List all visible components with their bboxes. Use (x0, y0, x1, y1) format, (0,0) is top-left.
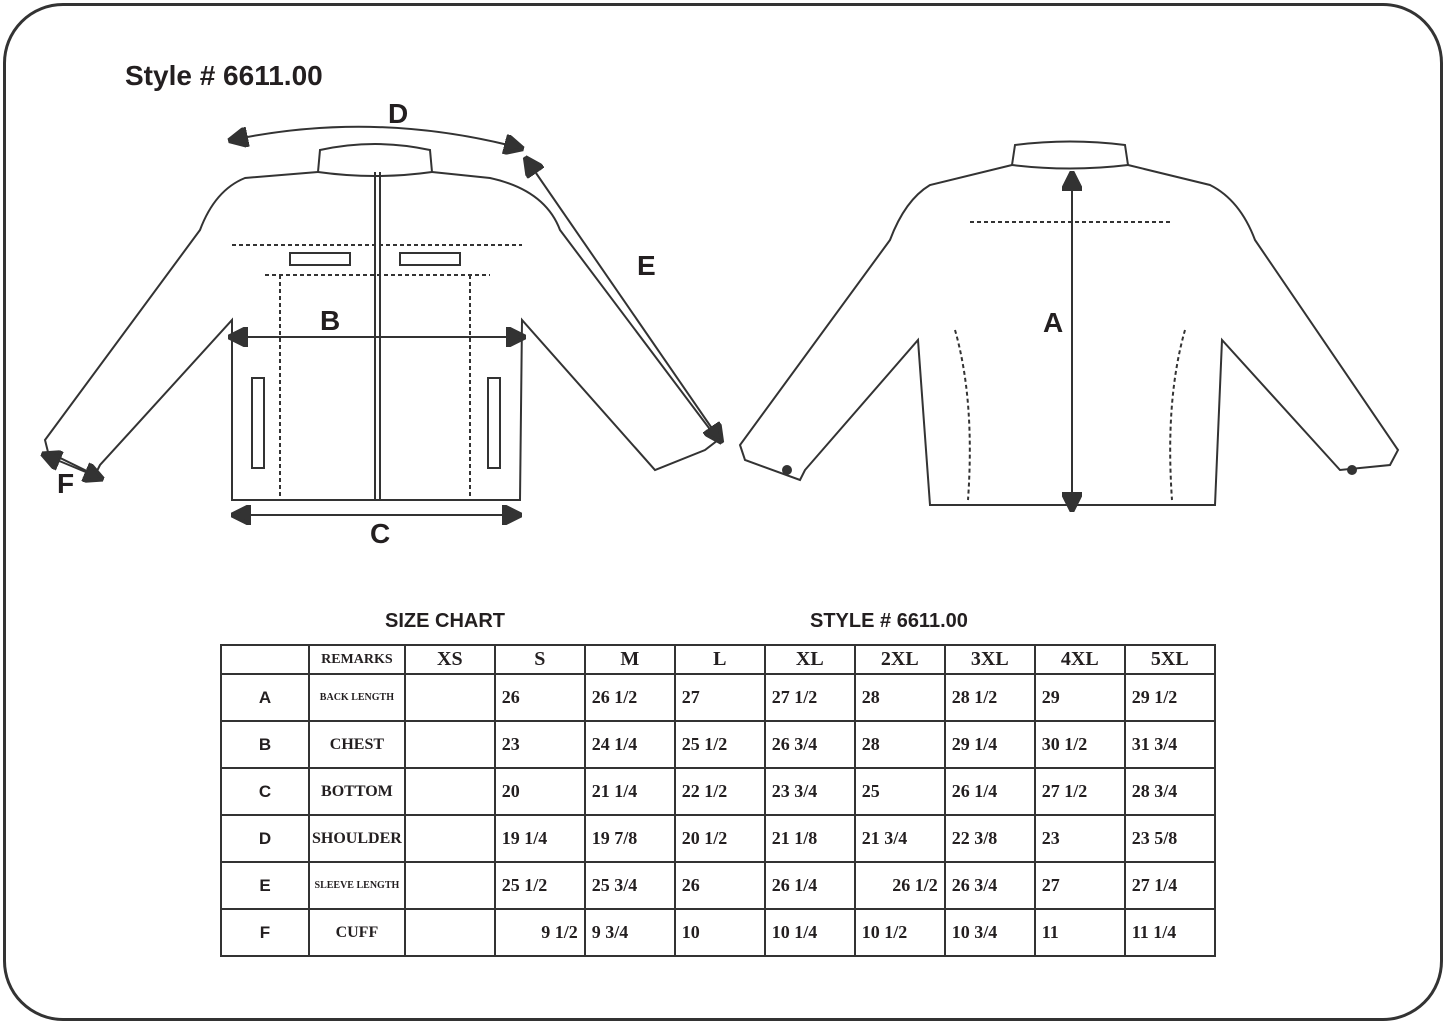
measurement-cell (403, 814, 496, 863)
row-remark: CHEST (308, 720, 406, 769)
measurement-cell: 27 (1033, 861, 1126, 910)
measurement-cell: 26 1/4 (763, 861, 856, 910)
row-letter: E (220, 861, 310, 910)
measurement-cell: 26 1/4 (943, 767, 1036, 816)
measurement-cell: 28 3/4 (1123, 767, 1216, 816)
size-header: XL (763, 644, 856, 675)
measurement-cell: 10 1/4 (763, 908, 856, 957)
measurement-cell: 25 1/2 (673, 720, 766, 769)
size-header: 5XL (1123, 644, 1216, 675)
label-f: F (57, 468, 75, 499)
measurement-cell: 11 (1033, 908, 1126, 957)
measurement-cell: 9 1/2 (493, 908, 586, 957)
measurement-cell: 30 1/2 (1033, 720, 1126, 769)
measurement-cell: 10 (673, 908, 766, 957)
row-remark: BACK LENGTH (308, 673, 406, 722)
measurement-cell: 26 1/2 (583, 673, 676, 722)
measurement-cell: 10 3/4 (943, 908, 1036, 957)
measurement-cell: 20 (493, 767, 586, 816)
table-row: E SLEEVE LENGTH 25 1/2 25 3/4 26 26 1/4 26 1/2… (220, 861, 1216, 910)
measurement-cell: 28 (853, 673, 946, 722)
jacket-diagrams (0, 125, 1400, 600)
label-d: D (388, 98, 409, 129)
measurement-cell: 19 1/4 (493, 814, 586, 863)
row-letter: F (220, 908, 310, 957)
measurement-cell (403, 861, 496, 910)
measurement-cell: 11 1/4 (1123, 908, 1216, 957)
corner-cell (220, 644, 310, 675)
row-letter: A (220, 673, 310, 722)
row-remark: CUFF (308, 908, 406, 957)
measurement-cell: 25 3/4 (583, 861, 676, 910)
measurement-cell: 26 3/4 (763, 720, 856, 769)
measurement-cell: 24 1/4 (583, 720, 676, 769)
row-remark: BOTTOM (308, 767, 406, 816)
measurement-cell (403, 767, 496, 816)
style-caption: STYLE # 6611.00 (810, 610, 968, 632)
size-chart-table: REMARKS XS S M L XL 2XL 3XL 4XL 5XL A BAC… (220, 644, 1216, 957)
measurement-cell: 22 1/2 (673, 767, 766, 816)
measurement-cell: 27 1/4 (1123, 861, 1216, 910)
size-header: L (673, 644, 766, 675)
measurement-cell (403, 908, 496, 957)
front-jacket-drawing (45, 125, 720, 515)
label-c: C (370, 518, 391, 549)
size-header: M (583, 644, 676, 675)
page-border (3, 3, 1443, 1021)
table-header-row: REMARKS XS S M L XL 2XL 3XL 4XL 5XL (220, 644, 1216, 675)
label-e: E (637, 250, 656, 281)
measurement-cell: 10 1/2 (853, 908, 946, 957)
table-row: B CHEST 23 24 1/4 25 1/2 26 3/4 28 29 1/4 30 1/2… (220, 720, 1216, 769)
measurement-cell: 26 1/2 (853, 861, 946, 910)
row-remark: SLEEVE LENGTH (308, 861, 406, 910)
measurement-cell: 20 1/2 (673, 814, 766, 863)
measurement-cell: 28 1/2 (943, 673, 1036, 722)
size-header: 3XL (943, 644, 1036, 675)
size-chart-caption: SIZE CHART (385, 610, 505, 632)
label-a: A (1043, 307, 1064, 338)
measurement-cell: 25 (853, 767, 946, 816)
measurement-cell: 23 (1033, 814, 1126, 863)
measurement-cell: 26 (493, 673, 586, 722)
size-header: S (493, 644, 586, 675)
table-row: F CUFF 9 1/2 9 3/4 10 10 1/4 10 1/2 10 3/4 11 11 … (220, 908, 1216, 957)
measurement-cell: 27 (673, 673, 766, 722)
measurement-cell: 28 (853, 720, 946, 769)
measurement-cell: 21 1/8 (763, 814, 856, 863)
row-letter: C (220, 767, 310, 816)
style-title: Style # 6611.00 (125, 60, 323, 91)
label-b: B (320, 305, 341, 336)
measurement-cell: 25 1/2 (493, 861, 586, 910)
measurement-cell: 26 3/4 (943, 861, 1036, 910)
back-jacket-drawing (738, 140, 1400, 509)
measurement-cell: 19 7/8 (583, 814, 676, 863)
measurement-cell: 27 1/2 (763, 673, 856, 722)
measurement-cell: 21 1/4 (583, 767, 676, 816)
size-header: XS (403, 644, 496, 675)
measurement-cell: 22 3/8 (943, 814, 1036, 863)
measurement-cell: 23 3/4 (763, 767, 856, 816)
size-header: 4XL (1033, 644, 1126, 675)
row-letter: D (220, 814, 310, 863)
measurement-cell: 9 3/4 (583, 908, 676, 957)
measurement-cell: 31 3/4 (1123, 720, 1216, 769)
table-row: A BACK LENGTH 26 26 1/2 27 27 1/2 28 28 1/2 29 29… (220, 673, 1216, 722)
measurement-cell (403, 720, 496, 769)
row-letter: B (220, 720, 310, 769)
table-row: C BOTTOM 20 21 1/4 22 1/2 23 3/4 25 26 1/4 27 1/… (220, 767, 1216, 816)
measurement-cell: 23 (493, 720, 586, 769)
measurement-cell: 26 (673, 861, 766, 910)
row-remark: SHOULDER (308, 814, 406, 863)
measurement-cell: 23 5/8 (1123, 814, 1216, 863)
measurement-cell: 21 3/4 (853, 814, 946, 863)
measurement-cell: 29 1/2 (1123, 673, 1216, 722)
remarks-header: REMARKS (308, 644, 406, 675)
measurement-cell (403, 673, 496, 722)
measurement-cell: 27 1/2 (1033, 767, 1126, 816)
measurement-cell: 29 (1033, 673, 1126, 722)
measurement-cell: 29 1/4 (943, 720, 1036, 769)
table-row: D SHOULDER 19 1/4 19 7/8 20 1/2 21 1/8 21 3/4 2… (220, 814, 1216, 863)
size-header: 2XL (853, 644, 946, 675)
